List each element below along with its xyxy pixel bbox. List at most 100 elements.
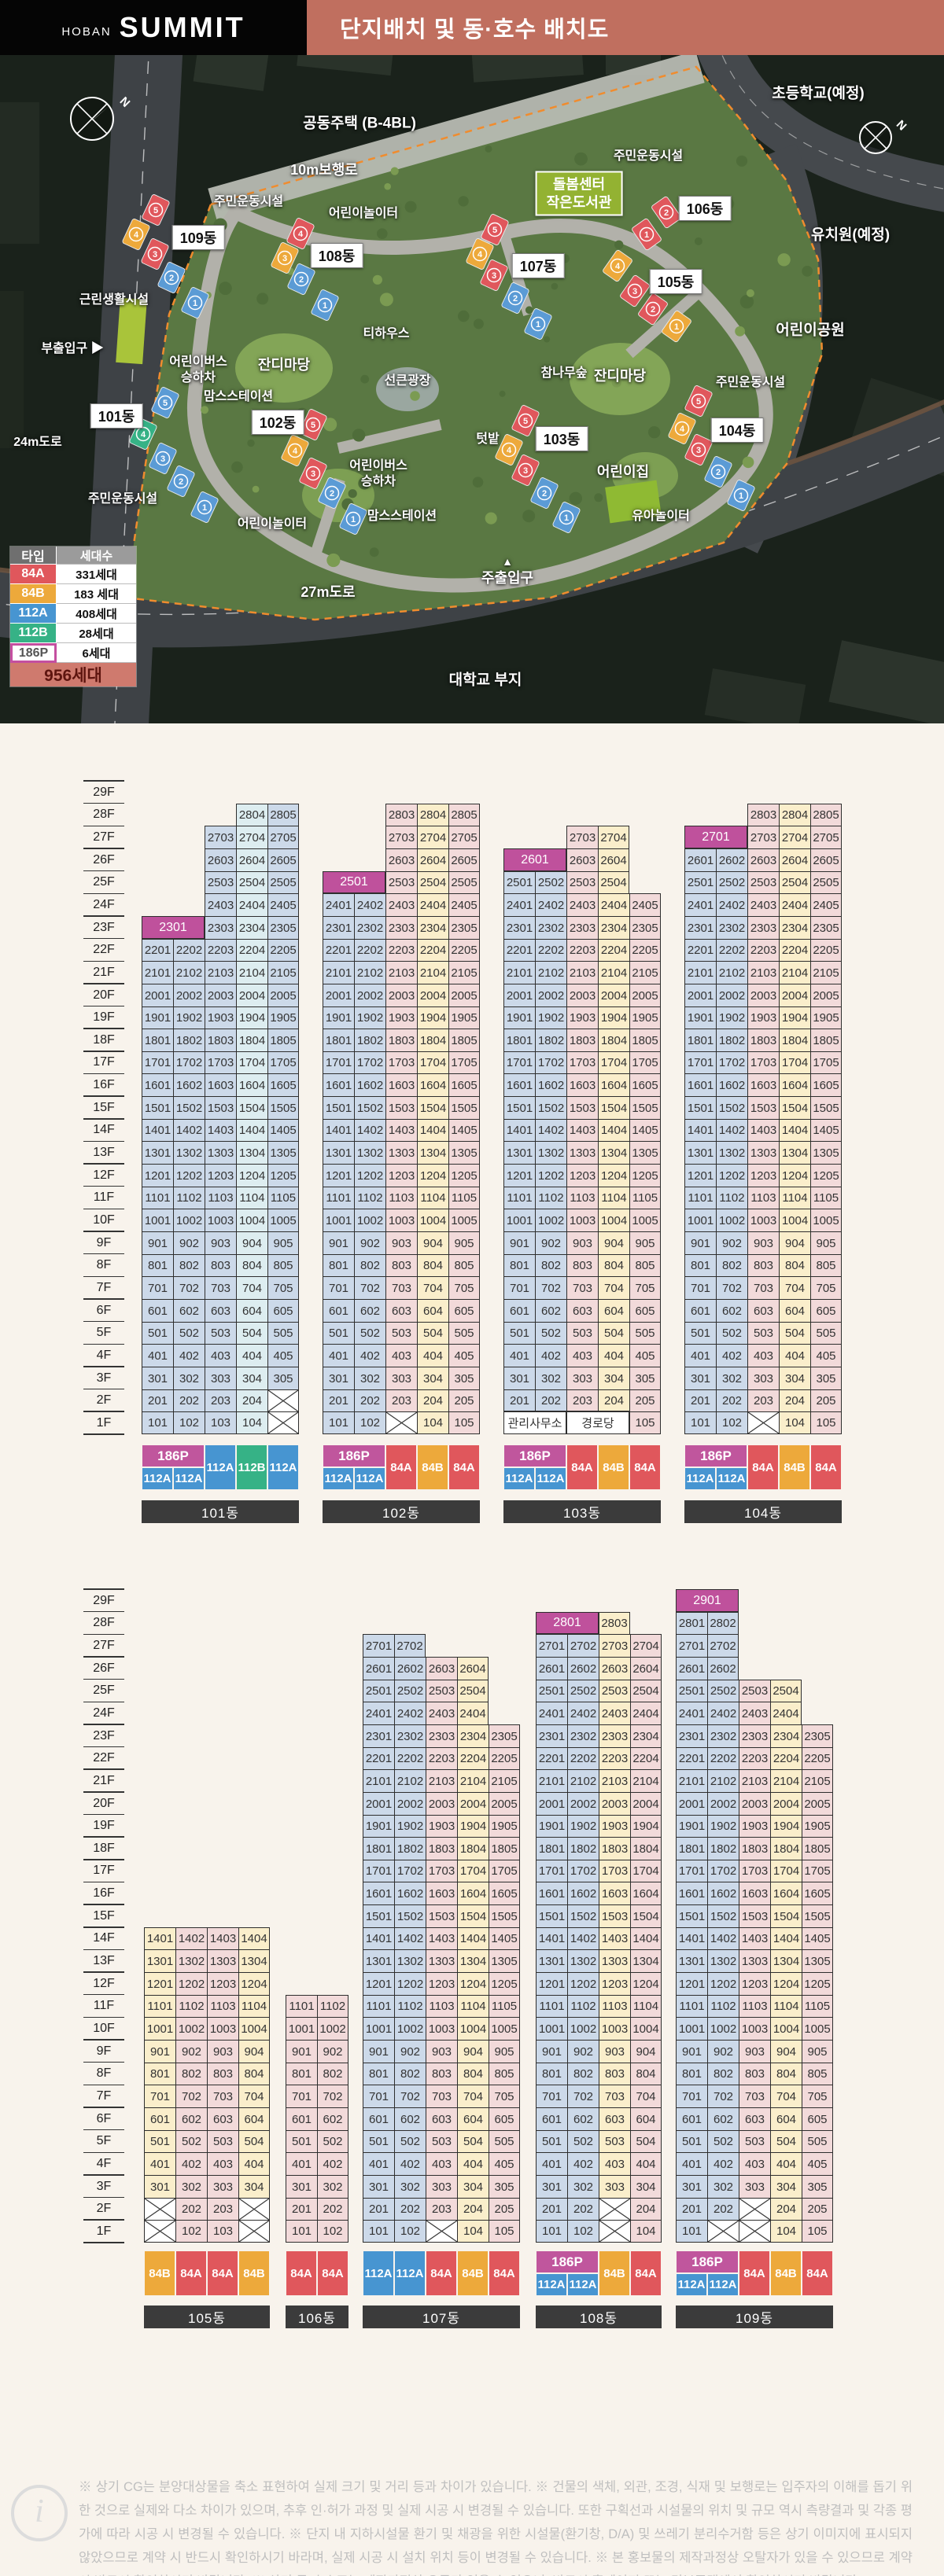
- unit-cell: 1002: [535, 1209, 566, 1231]
- unit-cell: 2005: [802, 1792, 833, 1815]
- unit-cell: 604: [598, 1299, 629, 1322]
- unit-cell: 203: [426, 2198, 457, 2220]
- unit-cell: 102: [173, 1411, 205, 1434]
- unit-cell: 1201: [144, 1972, 175, 1995]
- unit-cell: 1104: [457, 1995, 489, 2017]
- svg-text:2: 2: [716, 468, 721, 477]
- unit-cell: 2504: [236, 871, 267, 893]
- unit-cell: 2604: [779, 848, 810, 871]
- unit-cell: 1404: [238, 1927, 270, 1949]
- unit-cell: 2201: [142, 939, 173, 961]
- map-label: 24m도로: [13, 436, 62, 449]
- floor-axis-tick: [83, 1701, 124, 1702]
- unit-cell: 2504: [598, 871, 629, 893]
- unit-cell: 2803: [599, 1612, 630, 1634]
- empty-unit-cell: [747, 1411, 779, 1434]
- unit-cell: 904: [598, 1231, 629, 1254]
- unit-cell: 501: [684, 1322, 716, 1344]
- svg-text:5: 5: [492, 226, 497, 235]
- footer-type-112A: 112A: [205, 1445, 235, 1489]
- floor-label: 4F: [96, 1348, 112, 1362]
- unit-cell: 2204: [779, 939, 810, 961]
- building-name-bar: 106동: [286, 2306, 348, 2328]
- unit-cell: 2805: [448, 804, 480, 826]
- floor-axis-tick: [83, 2084, 124, 2086]
- unit-cell: 604: [238, 2107, 270, 2130]
- unit-cell: 1801: [363, 1837, 394, 1860]
- unit-cell: 1105: [448, 1187, 480, 1209]
- unit-cell: 403: [739, 2152, 770, 2175]
- legend-header-type: 타입: [10, 546, 57, 565]
- unit-cell: 1104: [779, 1187, 810, 1209]
- unit-cell: 1902: [707, 1815, 739, 1837]
- map-label: 유치원(예정): [810, 226, 891, 244]
- unit-cell: 1403: [599, 1927, 630, 1949]
- unit-cell: 1004: [770, 2017, 802, 2040]
- unit-cell: 504: [779, 1322, 810, 1344]
- floor-label: 27F: [93, 830, 115, 844]
- unit-cell: 2204: [770, 1747, 802, 1769]
- unit-cell: 2501: [536, 1680, 567, 1702]
- unit-cell: 903: [739, 2040, 770, 2063]
- footer-type-84A: 84A: [449, 1445, 479, 1489]
- unit-cell: 803: [205, 1254, 236, 1276]
- unit-cell: 204: [236, 1389, 267, 1411]
- unit-cell: 2302: [707, 1724, 739, 1747]
- unit-cell: 802: [716, 1254, 747, 1276]
- map-label: 어린이집: [596, 464, 650, 480]
- penthouse-cell: 2301: [142, 916, 205, 939]
- unit-cell: 403: [566, 1344, 598, 1367]
- unit-cell: 1104: [236, 1187, 267, 1209]
- unit-cell: 1303: [599, 1949, 630, 1972]
- unit-cell: 1702: [567, 1860, 599, 1882]
- floor-label: 23F: [93, 920, 115, 934]
- penthouse-cell: 2901: [676, 1589, 739, 1612]
- unit-cell: 802: [354, 1254, 385, 1276]
- unit-cell: 2203: [739, 1747, 770, 1769]
- unit-cell: 1705: [802, 1860, 833, 1882]
- footer-type-84A: 84A: [286, 2251, 316, 2295]
- unit-cell: 904: [236, 1231, 267, 1254]
- unit-cell: 1004: [238, 2017, 270, 2040]
- unit-cell: 1905: [489, 1815, 520, 1837]
- unit-cell: 2004: [598, 984, 629, 1006]
- unit-cell: 2701: [536, 1634, 567, 1657]
- unit-cell: 702: [173, 1276, 205, 1299]
- unit-cell: 1001: [286, 2017, 317, 2040]
- unit-cell: 1002: [354, 1209, 385, 1231]
- unit-cell: 105: [810, 1411, 842, 1434]
- unit-cell: 2205: [802, 1747, 833, 1769]
- unit-cell: 802: [535, 1254, 566, 1276]
- unit-cell: 801: [503, 1254, 535, 1276]
- unit-cell: 1801: [536, 1837, 567, 1860]
- floor-axis-tick: [83, 825, 124, 826]
- unit-cell: 801: [144, 2063, 175, 2085]
- unit-cell: 2001: [323, 984, 354, 1006]
- map-label: ▲: [502, 555, 513, 568]
- unit-cell: 702: [535, 1276, 566, 1299]
- map-building-104: 5 4 3 2 1: [668, 385, 755, 511]
- unit-cell: 905: [489, 2040, 520, 2063]
- floor-axis-tick: [83, 802, 124, 804]
- unit-cell: 904: [779, 1231, 810, 1254]
- title-bar: 단지배치 및 동·호수 배치도: [307, 0, 944, 55]
- unit-cell: 1901: [503, 1006, 535, 1029]
- unit-cell: 903: [385, 1231, 417, 1254]
- unit-cell: 1501: [536, 1904, 567, 1927]
- unit-cell: 2603: [566, 848, 598, 871]
- unit-cell: 1102: [394, 1995, 426, 2017]
- unit-cell: 1503: [205, 1096, 236, 1119]
- floor-axis-tick: [83, 780, 124, 782]
- unit-cell: 1405: [489, 1927, 520, 1949]
- unit-cell: 1202: [707, 1972, 739, 1995]
- unit-cell: 2002: [394, 1792, 426, 1815]
- footer-type-84B: 84B: [599, 1445, 629, 1489]
- unit-cell: 1205: [810, 1164, 842, 1187]
- unit-cell: 503: [566, 1322, 598, 1344]
- unit-cell: 405: [267, 1344, 299, 1367]
- svg-text:1: 1: [674, 322, 679, 332]
- map-label: 어린이버스: [169, 355, 227, 369]
- unit-cell: 1803: [599, 1837, 630, 1860]
- unit-cell: 2205: [810, 939, 842, 961]
